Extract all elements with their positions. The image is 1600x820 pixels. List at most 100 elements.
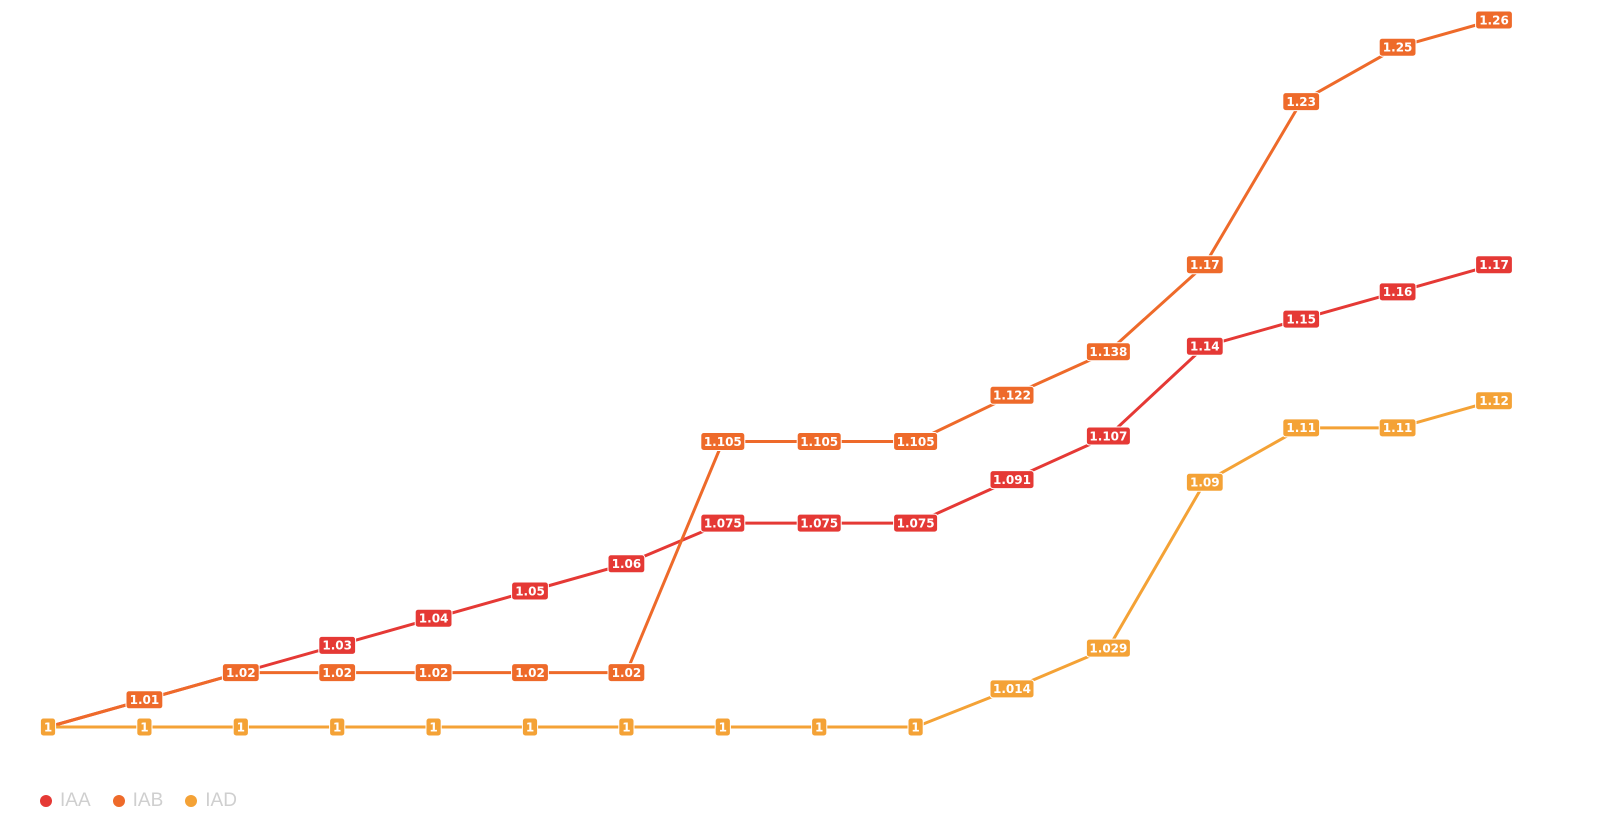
data-point-iad <box>618 717 635 737</box>
data-label-text: 1.12 <box>1479 394 1509 408</box>
data-label-text: 1.11 <box>1286 421 1316 435</box>
data-point-iab <box>1085 342 1131 362</box>
data-label-iad: 1 <box>329 717 346 737</box>
data-label-text: 1.06 <box>612 557 642 571</box>
data-label-iaa: 1.16 <box>1378 282 1417 302</box>
legend-item-iad[interactable]: IAD <box>185 790 237 812</box>
data-label-text: 1.105 <box>800 435 838 449</box>
data-label-text: 1 <box>622 720 630 734</box>
data-point-iab <box>1378 37 1417 57</box>
series-line-iaa <box>46 263 1496 729</box>
data-label-text: 1.02 <box>419 666 449 680</box>
data-label-text: 1 <box>140 720 148 734</box>
data-point-iad <box>811 717 828 737</box>
data-label-iaa: 1.05 <box>511 581 549 601</box>
data-label-text: 1 <box>815 720 823 734</box>
data-label-text: 1 <box>44 720 52 734</box>
data-point-iaa <box>1085 426 1131 446</box>
data-label-text: 1.014 <box>993 682 1031 696</box>
data-point-iad <box>907 717 924 737</box>
data-label-iaa: 1.17 <box>1475 255 1513 275</box>
data-label-iad: 1.12 <box>1475 391 1513 411</box>
legend-label: IAD <box>205 790 237 811</box>
data-label-iad: 1 <box>811 717 828 737</box>
data-label-text: 1.04 <box>419 612 449 626</box>
data-label-text: 1 <box>429 720 437 734</box>
chart-legend: IAA IAB IAD <box>40 790 237 812</box>
legend-marker-icon <box>112 795 125 807</box>
data-point-iaa <box>1185 336 1224 356</box>
data-label-text: 1.17 <box>1190 258 1220 272</box>
data-label-text: 1.26 <box>1479 13 1509 27</box>
data-label-text: 1.075 <box>704 516 742 530</box>
data-point-iab <box>414 663 453 683</box>
data-point-iab <box>700 432 746 451</box>
data-label-text: 1.029 <box>1089 641 1127 655</box>
data-label-iad: 1 <box>714 717 731 737</box>
data-label-text: 1.075 <box>897 516 935 530</box>
data-label-iab: 1.26 <box>1475 10 1513 30</box>
data-point-iad <box>1185 472 1224 492</box>
data-point-iad <box>136 717 153 737</box>
data-label-iab: 1.105 <box>893 432 939 451</box>
legend-label: IAA <box>60 790 91 811</box>
data-point-iad <box>1475 391 1513 411</box>
data-label-text: 1.14 <box>1190 340 1220 354</box>
data-point-iad <box>329 717 346 737</box>
data-point-iad <box>714 717 731 737</box>
data-point-iaa <box>607 554 646 574</box>
data-point-iab <box>607 663 646 683</box>
data-point-iab <box>1185 255 1224 275</box>
data-label-iaa: 1.14 <box>1185 336 1224 356</box>
legend-item-iab[interactable]: IAB <box>112 790 164 812</box>
data-label-text: 1.03 <box>322 639 352 653</box>
data-label-iaa: 1.075 <box>796 513 842 533</box>
data-label-text: 1.122 <box>993 389 1031 403</box>
data-label-iab: 1.17 <box>1185 255 1224 275</box>
data-point-iad <box>1282 418 1321 438</box>
data-label-iab: 1.23 <box>1282 92 1321 112</box>
data-label-iab: 1.122 <box>989 385 1035 405</box>
data-label-text: 1.01 <box>130 693 160 707</box>
data-label-text: 1.16 <box>1383 285 1413 299</box>
data-point-iab <box>1282 92 1321 112</box>
data-label-text: 1 <box>526 720 534 734</box>
data-point-iad <box>1085 638 1131 658</box>
data-point-iaa <box>1475 255 1513 275</box>
data-label-iaa: 1.03 <box>318 635 357 655</box>
data-label-iad: 1.11 <box>1378 418 1417 438</box>
data-label-iad: 1 <box>136 717 153 737</box>
data-label-iaa: 1.075 <box>700 513 746 533</box>
data-point-iaa <box>511 581 549 601</box>
data-point-iab <box>221 663 260 683</box>
data-label-text: 1.05 <box>515 584 545 598</box>
data-point-iab <box>1475 10 1513 30</box>
data-label-text: 1.138 <box>1089 345 1127 359</box>
legend-item-iaa[interactable]: IAA <box>40 790 91 812</box>
data-label-iad: 1.09 <box>1185 472 1224 492</box>
data-point-iab <box>318 663 357 683</box>
data-point-iab <box>989 385 1035 405</box>
data-point-iad <box>989 679 1035 699</box>
data-label-iab: 1.02 <box>511 663 549 683</box>
data-label-text: 1.02 <box>322 666 352 680</box>
data-point-iab <box>796 432 842 451</box>
data-point-iab <box>893 432 939 451</box>
data-point-iad <box>39 717 57 737</box>
data-point-iad <box>521 717 539 737</box>
data-label-iad: 1.014 <box>989 679 1035 699</box>
data-label-iab: 1.105 <box>700 432 746 451</box>
data-label-text: 1.17 <box>1479 258 1509 272</box>
data-point-iab <box>511 663 549 683</box>
data-label-iad: 1.029 <box>1085 638 1131 658</box>
data-label-iaa: 1.075 <box>893 513 939 533</box>
data-label-text: 1.15 <box>1286 312 1316 326</box>
legend-label: IAB <box>132 790 164 811</box>
data-label-iaa: 1.15 <box>1282 309 1321 329</box>
data-label-iab: 1.01 <box>125 690 164 710</box>
legend-marker-icon <box>40 795 52 807</box>
data-point-iaa <box>414 608 453 628</box>
data-label-iaa: 1.04 <box>414 608 453 628</box>
data-point-iaa <box>318 635 357 655</box>
